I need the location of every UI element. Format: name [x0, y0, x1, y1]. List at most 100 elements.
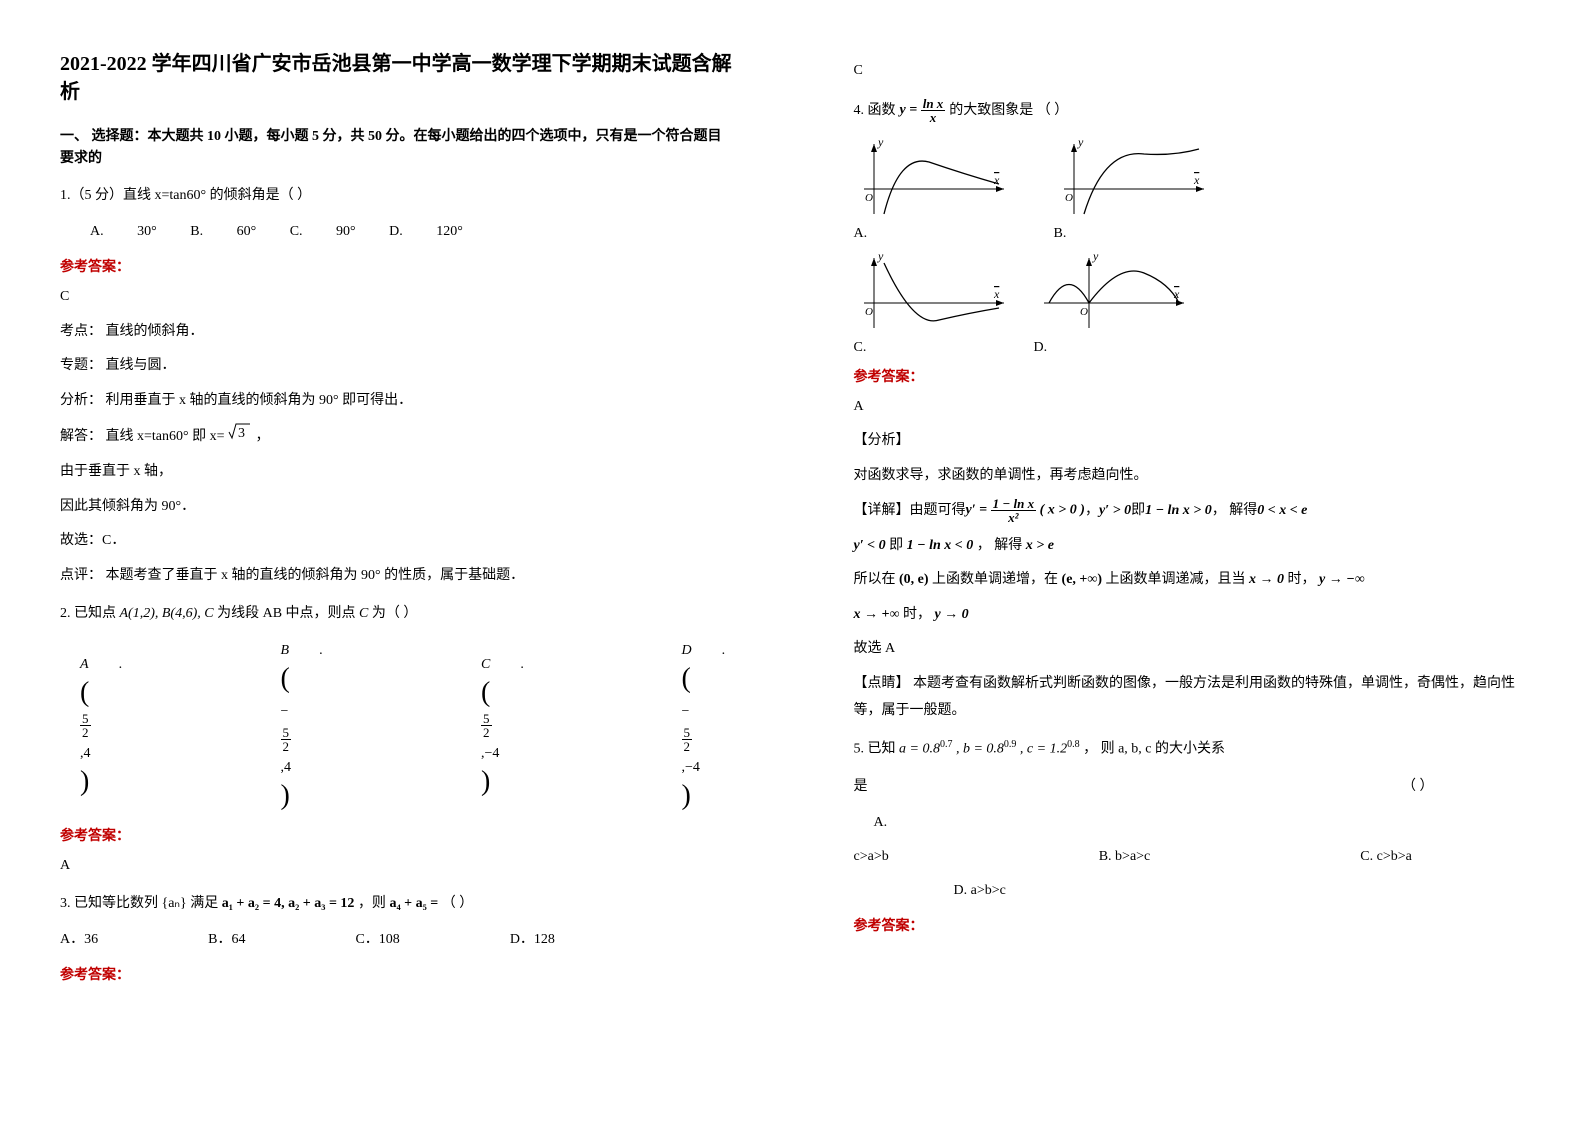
- q2c-y: ,−4: [481, 740, 499, 768]
- q4-lim1: x → 0: [1249, 572, 1284, 587]
- q1-zhuanti: 专题： 直线与圆．: [60, 353, 734, 380]
- q2-optB: B. ( − 52 ,4): [281, 637, 382, 815]
- q1-fenxi-label: 分析：: [60, 393, 102, 408]
- q1-kaodian-text: 直线的倾斜角．: [106, 324, 204, 339]
- q1-optB-label: B.: [190, 218, 203, 246]
- q5-optC: C. c>b>a: [1360, 843, 1412, 871]
- q5-post: ， 则 a, b, c 的大小关系: [1083, 742, 1225, 757]
- q2-optA: A. ( 52 ,4): [80, 651, 181, 801]
- q1-answer-letter: C: [60, 284, 734, 311]
- q4-int2: (e, +∞): [1062, 572, 1103, 587]
- graph-b: y x O: [1054, 134, 1214, 224]
- q1-optC-val: 90°: [336, 218, 356, 246]
- svg-text:y: y: [877, 249, 884, 263]
- q4-lim2v: y → 0: [934, 607, 968, 622]
- q2-stem: 2. 已知点 A(1,2), B(4,6), C 为线段 AB 中点，则点 C …: [60, 601, 734, 626]
- q4-answer-label: 参考答案：: [854, 366, 1528, 386]
- q5-optD: D. a>b>c: [954, 877, 1006, 905]
- q1-optA-val: 30°: [137, 218, 157, 246]
- section-1-head: 一、 选择题：本大题共 10 小题，每小题 5 分，共 50 分。在每小题给出的…: [60, 126, 734, 171]
- q2-optB-label: B: [281, 637, 290, 665]
- q3-cond1: a₁ + a₂ = 4, a₂ + a₃ = 12: [222, 896, 355, 911]
- svg-text:O: O: [865, 306, 873, 318]
- q2c-den: 2: [481, 726, 492, 739]
- q5-stem: 5. 已知 a = 0.80.7 , b = 0.80.9 , c = 1.20…: [854, 736, 1528, 762]
- q4-condlt: y′ < 0: [854, 538, 886, 553]
- q5-optA: c>a>b: [854, 843, 889, 871]
- q4-deriv: y′ = 1 − ln xx² ( x > 0 ): [966, 497, 1085, 524]
- q3-optB: B．64: [208, 926, 245, 954]
- q2-pre: 2. 已知点: [60, 606, 120, 621]
- q4-den: x: [921, 111, 946, 124]
- q5-optB: B. b>a>c: [1099, 843, 1151, 871]
- q5-answer-label: 参考答案：: [854, 915, 1528, 935]
- q4-condgt: y′ > 0: [1099, 498, 1131, 525]
- svg-text:x: x: [993, 287, 1000, 301]
- q4-labelB: B.: [1054, 226, 1067, 242]
- q4-deriv-eq: y′ =: [966, 503, 991, 518]
- q2a-den: 2: [80, 726, 91, 739]
- q4-fenxi-label: 【分析】: [854, 428, 1528, 455]
- q4-xiangjie-line1: 【详解】 由题可得 y′ = 1 − ln xx² ( x > 0 ) ， y′…: [854, 497, 1528, 524]
- q2b-den: 2: [281, 740, 292, 753]
- q4-sep3: ， 解得: [977, 538, 1026, 553]
- q1-jieda-3: 因此其倾斜角为 90°．: [60, 494, 734, 521]
- q1-jieda-label: 解答：: [60, 429, 102, 444]
- q5-cexp: 0.8: [1067, 739, 1080, 750]
- q3-options: A．36 B．64 C．108 D．128: [60, 926, 734, 954]
- q2d-y: ,−4: [682, 754, 700, 782]
- q4-l3-pre: 所以在: [854, 572, 900, 587]
- q4-xiangjie-pre: 由题可得: [910, 498, 966, 525]
- q1-dianping: 点评： 本题考查了垂直于 x 轴的直线的倾斜角为 90° 的性质，属于基础题．: [60, 563, 734, 590]
- q4-l3-post2: 时，: [1288, 572, 1316, 587]
- q4-fenxi: 对函数求导，求函数的单调性，再考虑趋向性。: [854, 463, 1528, 490]
- q4-yeq: y = ln xx: [900, 97, 946, 124]
- q4-labelC: C.: [854, 340, 1014, 356]
- q4-labelA: A.: [854, 226, 1014, 242]
- q4-deriv-den: x²: [991, 511, 1036, 524]
- q4-l4-mid: 时，: [903, 607, 931, 622]
- graph-c: y x O: [854, 248, 1014, 338]
- q1-optB-val: 60°: [237, 218, 257, 246]
- q2d-neg: −: [682, 698, 690, 726]
- q4-l3-post: 上函数单调递减，且当: [1106, 572, 1250, 587]
- q4-labelD: D.: [1034, 340, 1048, 356]
- q2-answer-letter: A: [60, 853, 734, 880]
- q2d-den: 2: [682, 740, 693, 753]
- q2a-y: ,4: [80, 740, 91, 768]
- svg-text:x: x: [993, 173, 1000, 187]
- q2-mid2: 为线段 AB 中点，则点: [217, 606, 359, 621]
- q2-ABC: A(1,2), B(4,6), C: [120, 606, 214, 621]
- page-right: C 4. 函数 y = ln xx 的大致图象是 （ ） y x O: [794, 0, 1587, 1122]
- q4-dianjing: 【点睛】 本题考查有函数解析式判断函数的图像，一般方法是利用函数的特殊值，单调性…: [854, 671, 1528, 724]
- q4-sep1: ，: [1085, 498, 1099, 525]
- q1-zhuanti-text: 直线与圆．: [106, 358, 176, 373]
- q2a-num: 5: [80, 712, 91, 726]
- q5-options: A. c>a>b B. b>a>c C. c>b>a D. a>b>c: [854, 809, 1528, 905]
- q3-mid: 满足: [190, 896, 222, 911]
- q4-pre: 4. 函数: [854, 98, 896, 123]
- q4-l3-mid: 上函数单调递增，在: [932, 572, 1062, 587]
- svg-text:y: y: [1092, 249, 1099, 263]
- q1-jieda1-text: 直线 x=tan60° 即 x=: [106, 429, 225, 444]
- q1-stem: 1.（5 分）直线 x=tan60° 的倾斜角是（ ）: [60, 183, 734, 208]
- q2-optD-label: D: [682, 637, 692, 665]
- q4-line3: 所以在 (0, e) 上函数单调递增，在 (e, +∞) 上函数单调递减，且当 …: [854, 567, 1528, 594]
- q5-shi: 是: [854, 774, 868, 799]
- q4-xiangjie-line2: y′ < 0 即 1 − ln x < 0 ， 解得 x > e: [854, 533, 1528, 560]
- q4-condgt2: 1 − ln x > 0: [1145, 498, 1212, 525]
- q3-answer-letter: C: [854, 58, 1528, 85]
- q5-aexp: 0.7: [940, 739, 953, 750]
- q4-sep2: ， 解得: [1212, 498, 1258, 525]
- svg-text:O: O: [1065, 192, 1073, 204]
- q3-optC: C．108: [355, 926, 399, 954]
- q5-pre: 5. 已知: [854, 742, 900, 757]
- q5-optA-label: A.: [874, 809, 888, 837]
- sqrt3: 3: [228, 429, 256, 444]
- q1-kaodian-label: 考点：: [60, 324, 102, 339]
- q4-condlt-text: 即: [889, 538, 907, 553]
- q3-optD: D．128: [510, 926, 555, 954]
- q1-jieda1-after: ，: [256, 429, 270, 444]
- q2c-num: 5: [481, 712, 492, 726]
- svg-text:y: y: [1077, 135, 1084, 149]
